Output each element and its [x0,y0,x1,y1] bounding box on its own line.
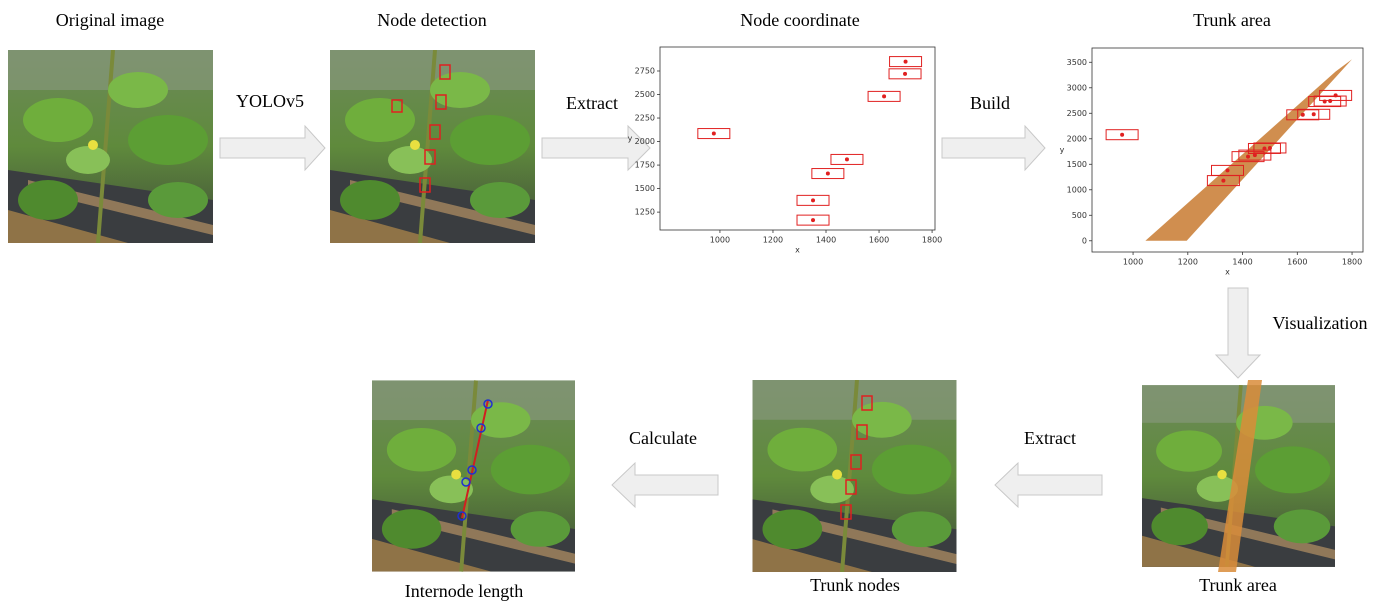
arrow-label: Visualization [1273,313,1368,333]
photo-trunk-nodes [753,380,957,572]
label: Original image [56,10,164,30]
y-tick-label: 0 [1082,236,1087,245]
node-point [904,60,908,64]
node-point [1334,93,1338,97]
label: Node coordinate [740,10,859,30]
node-point [826,172,830,176]
node-point [1301,113,1305,117]
node-point [1312,112,1316,116]
y-tick-label: 2000 [635,137,655,146]
y-tick-label: 2250 [635,114,655,123]
x-tick-label: 1800 [922,236,942,245]
y-tick-label: 1500 [1067,160,1087,169]
x-tick-label: 1000 [1123,258,1143,267]
node-point [1226,168,1230,172]
photo-internode [372,380,575,571]
node-point [1221,179,1225,183]
y-tick-label: 2750 [635,66,655,75]
y-tick-label: 1250 [635,208,655,217]
label: Trunk nodes [810,575,900,595]
x-tick-label: 1800 [1342,258,1362,267]
plot-frame [1092,48,1363,252]
node-point [1120,133,1124,137]
node-point [712,132,716,136]
label: Internode length [405,581,523,601]
x-tick-label: 1600 [1287,258,1307,267]
x-tick-label: 1400 [816,236,836,245]
x-tick-label: 1000 [710,236,730,245]
label: Trunk area [1199,575,1277,595]
arrow-label: Extract [566,93,618,113]
x-axis-label: x [1225,268,1230,277]
arrow-label: Build [970,93,1010,113]
x-axis-label: x [795,246,800,255]
photo-detection [330,50,535,243]
node-point [903,72,907,76]
node-point [811,198,815,202]
node-point [1246,155,1250,159]
arrow-label: Calculate [629,428,697,448]
label: Node detection [377,10,486,30]
photo-trunk-area [1142,380,1335,572]
arrow-label: Extract [1024,428,1076,448]
node-point [1268,146,1272,150]
y-tick-label: 500 [1072,211,1087,220]
photo-original [8,50,213,243]
node-point [882,94,886,98]
y-tick-label: 1750 [635,161,655,170]
x-tick-label: 1200 [1178,258,1198,267]
node-point [845,157,849,161]
y-tick-label: 3000 [1067,83,1087,92]
x-tick-label: 1200 [763,236,783,245]
node-point [1262,146,1266,150]
y-axis-label: y [628,134,633,143]
node-point [811,218,815,222]
y-tick-label: 2500 [1067,109,1087,118]
x-tick-label: 1600 [869,236,889,245]
y-tick-label: 2500 [635,90,655,99]
y-axis-label: y [1060,146,1065,155]
y-tick-label: 1000 [1067,185,1087,194]
arrow-label: YOLOv5 [236,91,304,111]
x-tick-label: 1400 [1232,258,1252,267]
y-tick-label: 3500 [1067,58,1087,67]
pipeline-diagram: Original image Node detection Node coord… [0,0,1396,606]
node-point [1328,99,1332,103]
label: Trunk area [1193,10,1271,30]
y-tick-label: 1500 [635,184,655,193]
y-tick-label: 2000 [1067,134,1087,143]
